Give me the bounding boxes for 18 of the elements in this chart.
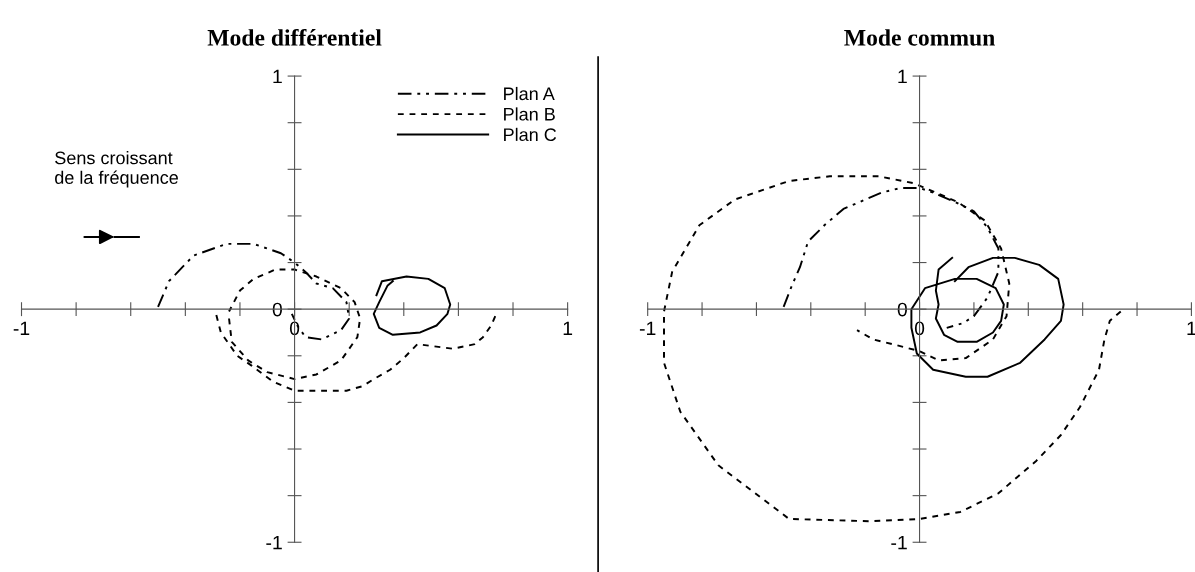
y-tick-label: 0	[272, 302, 282, 317]
chart-title: Mode différentiel	[207, 28, 382, 46]
y-tick-label: 1	[898, 69, 907, 84]
x-tick-label: 1	[1187, 321, 1195, 336]
y-tick-label: -1	[891, 535, 907, 550]
y-tick-label: -1	[266, 535, 282, 550]
legend-label: Plan C	[504, 127, 557, 142]
legend-label: Plan A	[504, 86, 555, 101]
line-series	[663, 175, 1122, 523]
legend-label: Plan B	[504, 107, 555, 121]
x-tick-label: -1	[13, 321, 30, 336]
x-tick-label: -1	[639, 321, 656, 336]
line-series	[372, 275, 452, 336]
y-tick-label: 0	[897, 302, 907, 317]
chart-title: Mode commun	[844, 29, 995, 46]
annotation: Sens croissant de la fréquence	[55, 151, 178, 188]
x-tick-label: 1	[563, 321, 573, 336]
y-tick-label: 1	[273, 69, 282, 84]
